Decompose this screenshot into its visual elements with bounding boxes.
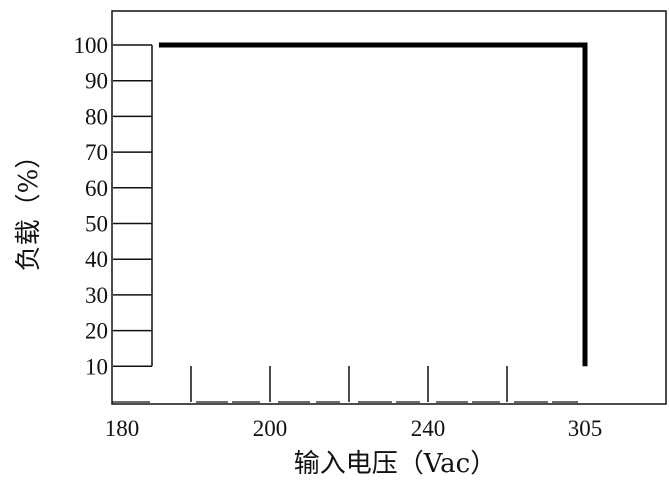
y-tick-label: 80 [85, 104, 108, 129]
y-tick-label: 30 [85, 283, 108, 308]
y-axis-title: 负载（%） [14, 143, 44, 272]
x-tick-label: 200 [253, 416, 288, 441]
y-tick-label: 50 [85, 212, 108, 237]
y-tick-label: 20 [85, 319, 108, 344]
y-tick-label: 90 [85, 69, 108, 94]
y-tick-label: 40 [85, 247, 108, 272]
y-tick-label: 70 [85, 140, 108, 165]
series-line [159, 45, 585, 366]
y-tick-label: 60 [85, 176, 108, 201]
y-tick-label: 10 [85, 354, 108, 379]
x-tick-label: 180 [105, 416, 140, 441]
x-tick-label: 240 [411, 416, 446, 441]
x-tick-label: 305 [568, 416, 603, 441]
series-layer [159, 45, 585, 366]
x-axis-title: 输入电压（Vac） [294, 449, 496, 479]
y-tick-label: 100 [74, 33, 109, 58]
